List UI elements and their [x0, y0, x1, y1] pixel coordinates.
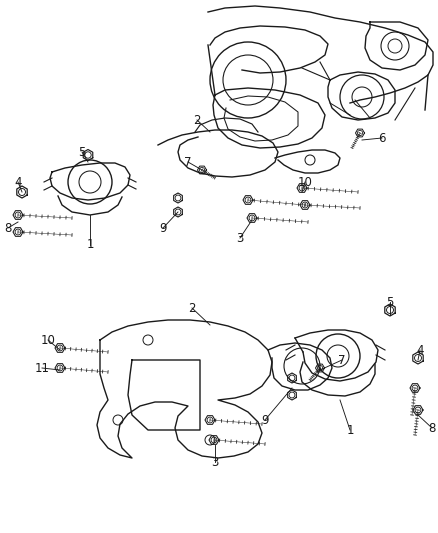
- Text: 7: 7: [184, 156, 192, 168]
- Text: 9: 9: [159, 222, 167, 235]
- Text: 4: 4: [14, 175, 22, 189]
- Text: 11: 11: [35, 361, 49, 375]
- Text: 1: 1: [86, 238, 94, 252]
- Text: 6: 6: [378, 132, 386, 144]
- Text: 3: 3: [211, 456, 219, 469]
- Text: 7: 7: [338, 353, 346, 367]
- Text: 2: 2: [193, 114, 201, 126]
- Text: 3: 3: [237, 231, 244, 245]
- Text: 10: 10: [41, 334, 56, 346]
- Text: 4: 4: [416, 343, 424, 357]
- Text: 2: 2: [188, 302, 196, 314]
- Text: 10: 10: [297, 175, 312, 189]
- Text: 8: 8: [4, 222, 12, 235]
- Text: 5: 5: [386, 295, 394, 309]
- Text: 1: 1: [346, 424, 354, 437]
- Text: 9: 9: [261, 414, 269, 426]
- Text: 8: 8: [428, 422, 436, 434]
- Text: 5: 5: [78, 146, 86, 158]
